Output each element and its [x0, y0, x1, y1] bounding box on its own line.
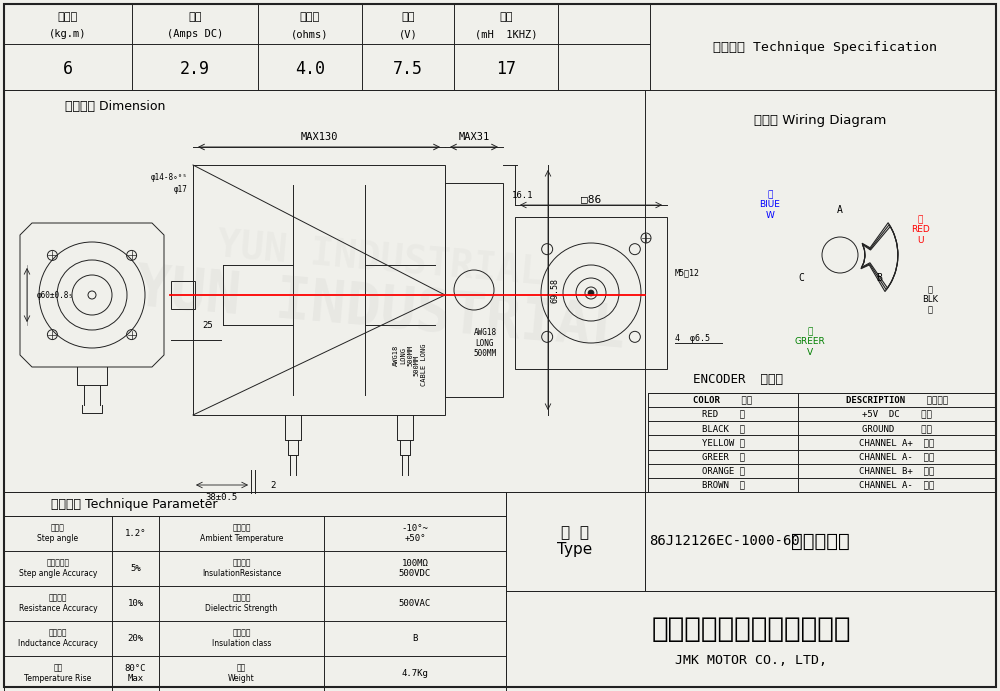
Text: φ14-8∘⁰⁵: φ14-8∘⁰⁵ [151, 173, 188, 182]
Text: CHANNEL A+  通道: CHANNEL A+ 通道 [859, 438, 935, 447]
Circle shape [588, 290, 594, 296]
Text: CHANNEL B+  通道: CHANNEL B+ 通道 [859, 466, 935, 475]
Text: 型  号
Type: 型 号 Type [557, 524, 593, 557]
Text: RED    红: RED 红 [702, 410, 744, 419]
Text: 20%: 20% [127, 634, 144, 643]
Text: 10%: 10% [127, 599, 144, 608]
Bar [171, 281, 195, 309]
Text: GROUND     接地: GROUND 接地 [862, 424, 932, 433]
Text: 静力矩: 静力矩 [58, 12, 78, 22]
Text: 38±0.5: 38±0.5 [205, 493, 237, 502]
Text: 4.7Kg: 4.7Kg [402, 669, 428, 678]
Text: 电压: 电压 [401, 12, 415, 22]
Text: BLACK  黑: BLACK 黑 [702, 424, 744, 433]
Text: 80°C
Max: 80°C Max [125, 664, 146, 683]
Text: C: C [798, 272, 804, 283]
Text: 绝缘等级
Insulation class: 绝缘等级 Insulation class [212, 629, 271, 648]
Text: -10°~
+50°: -10°~ +50° [402, 524, 428, 543]
Bar [648, 393, 996, 492]
Bar [193, 165, 445, 415]
Text: 2: 2 [270, 480, 276, 489]
Text: 温升
Temperature Rise: 温升 Temperature Rise [24, 664, 92, 683]
Text: □86: □86 [581, 194, 601, 204]
Text: 6: 6 [63, 60, 73, 78]
Text: 技术规格 Technique Specification: 技术规格 Technique Specification [713, 41, 937, 53]
Text: YELLOW 黄: YELLOW 黄 [702, 438, 744, 447]
Text: 100MΩ
500VDC: 100MΩ 500VDC [399, 559, 431, 578]
Text: B: B [412, 634, 418, 643]
Text: ENCODER  编码器: ENCODER 编码器 [693, 372, 783, 386]
Text: 技术参数 Technique Parameter: 技术参数 Technique Parameter [51, 498, 217, 511]
Text: +5V  DC    电源: +5V DC 电源 [862, 410, 932, 419]
Text: 环境温度
Ambient Temperature: 环境温度 Ambient Temperature [200, 524, 283, 543]
Text: 介电强度
Dielectric Strength: 介电强度 Dielectric Strength [205, 594, 278, 613]
Text: GREER  绿: GREER 绿 [702, 452, 744, 461]
Text: B: B [876, 272, 882, 283]
Text: (ohms): (ohms) [291, 29, 329, 39]
Text: 机械尺寸 Dimension: 机械尺寸 Dimension [65, 100, 165, 113]
Text: 绿
GREER
V: 绿 GREER V [795, 327, 825, 357]
Text: 69.58: 69.58 [550, 278, 560, 303]
Text: 4.0: 4.0 [295, 60, 325, 78]
Text: CHANNEL A-  通道: CHANNEL A- 通道 [859, 480, 935, 489]
Text: 17: 17 [496, 60, 516, 78]
Text: 电感精度
Inductance Accuracy: 电感精度 Inductance Accuracy [18, 629, 98, 648]
Text: 500MM
CABLE LONG: 500MM CABLE LONG [414, 343, 426, 386]
Bar [506, 492, 645, 591]
Text: 5%: 5% [130, 564, 141, 573]
Text: M5深12: M5深12 [675, 269, 700, 278]
Text: DESCRIPTION    对应描述: DESCRIPTION 对应描述 [846, 395, 948, 404]
Text: 绝缘电阻
InsulationResistance: 绝缘电阻 InsulationResistance [202, 559, 281, 578]
Text: AWG18
LONG
500MM: AWG18 LONG 500MM [473, 328, 497, 358]
Text: (mH  1KHZ): (mH 1KHZ) [475, 29, 537, 39]
Text: 电阻精度
Resistance Accuracy: 电阻精度 Resistance Accuracy [19, 594, 97, 613]
Text: 86J12126EC-1000-60: 86J12126EC-1000-60 [650, 534, 800, 548]
Text: 电流: 电流 [188, 12, 202, 22]
Text: 7.5: 7.5 [393, 60, 423, 78]
Text: 步距角精度
Step angle Accuracy: 步距角精度 Step angle Accuracy [19, 559, 97, 578]
Text: 25: 25 [203, 321, 213, 330]
Text: 黑
BLK
⏚: 黑 BLK ⏚ [922, 285, 938, 315]
Text: (V): (V) [399, 29, 417, 39]
Text: AWG18
LONG
500MM: AWG18 LONG 500MM [393, 344, 413, 366]
Bar [4, 492, 506, 691]
Text: 绕线图 Wiring Diagram: 绕线图 Wiring Diagram [754, 113, 886, 126]
Text: 相电阻: 相电阻 [300, 12, 320, 22]
Text: 技术规格书: 技术规格书 [791, 531, 849, 551]
Text: 2.9: 2.9 [180, 60, 210, 78]
Text: 重量
Weight: 重量 Weight [228, 664, 255, 683]
Text: 深圳市杰美康机电有限公司: 深圳市杰美康机电有限公司 [651, 615, 851, 643]
Text: 4  φ6.5: 4 φ6.5 [675, 334, 710, 343]
Text: φ17: φ17 [174, 184, 188, 193]
Text: 500VAC: 500VAC [399, 599, 431, 608]
Text: MAX130: MAX130 [300, 132, 338, 142]
Text: COLOR    颜色: COLOR 颜色 [693, 395, 753, 404]
Bar [515, 217, 667, 369]
Text: (kg.m): (kg.m) [49, 29, 87, 39]
Text: 蓝
BIUE
W: 蓝 BIUE W [760, 190, 780, 220]
Text: JMK MOTOR CO., LTD,: JMK MOTOR CO., LTD, [675, 654, 827, 668]
Text: YUN INDUSTRIAL: YUN INDUSTRIAL [133, 261, 627, 360]
Text: BROWN  棕: BROWN 棕 [702, 480, 744, 489]
Text: 电感: 电感 [499, 12, 513, 22]
Text: 16.1: 16.1 [512, 191, 534, 200]
Text: A: A [837, 205, 843, 215]
Text: CHANNEL A-  通道: CHANNEL A- 通道 [859, 452, 935, 461]
Text: ORANGE 橙: ORANGE 橙 [702, 466, 744, 475]
Text: YUN INDUSTRIAL: YUN INDUSTRIAL [215, 227, 545, 293]
Bar [445, 183, 503, 397]
Text: MAX31: MAX31 [458, 132, 490, 142]
Text: 红
RED
U: 红 RED U [911, 215, 929, 245]
Text: 1.2°: 1.2° [125, 529, 146, 538]
Text: φ60±0.8₅: φ60±0.8₅ [37, 290, 74, 299]
Text: 步距角
Step angle: 步距角 Step angle [37, 524, 79, 543]
Text: (Amps DC): (Amps DC) [167, 29, 223, 39]
